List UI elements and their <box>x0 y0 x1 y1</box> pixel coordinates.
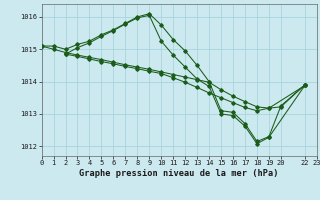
X-axis label: Graphe pression niveau de la mer (hPa): Graphe pression niveau de la mer (hPa) <box>79 169 279 178</box>
